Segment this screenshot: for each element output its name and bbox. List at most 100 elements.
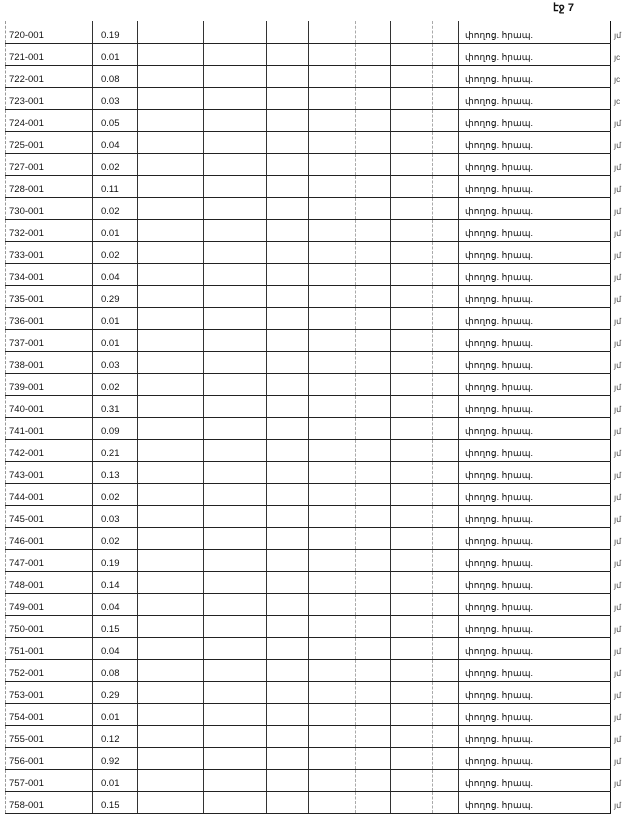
empty-cell: [432, 395, 459, 418]
empty-cell: [137, 549, 204, 572]
parcel-code: 739-001: [5, 373, 93, 396]
empty-cell: [390, 681, 433, 704]
table-row: 747-001 0.19 փողոց. հրապ. յմ: [5, 549, 633, 572]
empty-cell: [266, 681, 309, 704]
empty-cell: [390, 197, 433, 220]
empty-cell: [203, 43, 267, 66]
empty-cell: [137, 527, 204, 550]
empty-cell: [203, 219, 267, 242]
empty-cell: [137, 351, 204, 374]
empty-cell: [432, 219, 459, 242]
empty-cell: [355, 637, 391, 660]
empty-cell: [266, 505, 309, 528]
table-row: 728-001 0.11 փողոց. հրապ. յմ: [5, 175, 633, 198]
land-type: փողոց. հրապ.: [458, 725, 611, 748]
empty-cell: [308, 175, 356, 198]
empty-cell: [137, 769, 204, 792]
empty-cell: [266, 109, 309, 132]
clipped-text: յմ: [610, 373, 633, 395]
parcel-code: 753-001: [5, 681, 93, 704]
empty-cell: [203, 483, 267, 506]
empty-cell: [308, 21, 356, 44]
parcel-code: 738-001: [5, 351, 93, 374]
empty-cell: [355, 131, 391, 154]
empty-cell: [390, 87, 433, 110]
parcel-code: 756-001: [5, 747, 93, 770]
parcel-code: 742-001: [5, 439, 93, 462]
table-row: 754-001 0.01 փողոց. հրապ. յմ: [5, 703, 633, 726]
empty-cell: [308, 241, 356, 264]
empty-cell: [203, 285, 267, 308]
empty-cell: [432, 43, 459, 66]
land-type: փողոց. հրապ.: [458, 615, 611, 638]
empty-cell: [432, 791, 459, 814]
empty-cell: [266, 373, 309, 396]
land-type: փողոց. հրապ.: [458, 461, 611, 484]
empty-cell: [308, 197, 356, 220]
empty-cell: [432, 703, 459, 726]
empty-cell: [390, 461, 433, 484]
empty-cell: [355, 21, 391, 44]
clipped-text: յմ: [610, 307, 633, 329]
empty-cell: [137, 65, 204, 88]
table-row: 743-001 0.13 փողոց. հրապ. յմ: [5, 461, 633, 484]
empty-cell: [390, 769, 433, 792]
empty-cell: [390, 593, 433, 616]
empty-cell: [266, 571, 309, 594]
empty-cell: [308, 725, 356, 748]
empty-cell: [432, 615, 459, 638]
empty-cell: [308, 439, 356, 462]
parcel-code: 725-001: [5, 131, 93, 154]
empty-cell: [355, 285, 391, 308]
empty-cell: [203, 615, 267, 638]
empty-cell: [266, 197, 309, 220]
empty-cell: [203, 373, 267, 396]
empty-cell: [266, 703, 309, 726]
area-value: 0.09: [92, 417, 138, 440]
area-value: 0.29: [92, 681, 138, 704]
parcel-code: 745-001: [5, 505, 93, 528]
land-type: փողոց. հրապ.: [458, 505, 611, 528]
empty-cell: [355, 373, 391, 396]
land-type: փողոց. հրապ.: [458, 285, 611, 308]
empty-cell: [308, 263, 356, 286]
empty-cell: [390, 43, 433, 66]
empty-cell: [266, 417, 309, 440]
clipped-text: յմ: [610, 791, 633, 813]
parcel-code: 733-001: [5, 241, 93, 264]
area-value: 0.02: [92, 241, 138, 264]
empty-cell: [266, 439, 309, 462]
area-value: 0.15: [92, 791, 138, 814]
parcel-code: 727-001: [5, 153, 93, 176]
empty-cell: [137, 571, 204, 594]
empty-cell: [308, 637, 356, 660]
area-value: 0.92: [92, 747, 138, 770]
parcel-code: 730-001: [5, 197, 93, 220]
land-type: փողոց. հրապ.: [458, 263, 611, 286]
empty-cell: [390, 791, 433, 814]
empty-cell: [355, 659, 391, 682]
empty-cell: [137, 637, 204, 660]
parcel-code: 728-001: [5, 175, 93, 198]
clipped-text: յմ: [610, 439, 633, 461]
land-type: փողոց. հրապ.: [458, 43, 611, 66]
empty-cell: [266, 483, 309, 506]
empty-cell: [432, 417, 459, 440]
empty-cell: [308, 351, 356, 374]
empty-cell: [308, 219, 356, 242]
parcel-code: 752-001: [5, 659, 93, 682]
empty-cell: [390, 571, 433, 594]
empty-cell: [355, 571, 391, 594]
area-value: 0.04: [92, 263, 138, 286]
clipped-text: յմ: [610, 571, 633, 593]
land-type: փողոց. հրապ.: [458, 527, 611, 550]
empty-cell: [308, 769, 356, 792]
parcel-code: 735-001: [5, 285, 93, 308]
land-type: փողոց. հրապ.: [458, 681, 611, 704]
parcel-code: 723-001: [5, 87, 93, 110]
empty-cell: [355, 351, 391, 374]
area-value: 0.03: [92, 351, 138, 374]
empty-cell: [137, 791, 204, 814]
land-type: փողոց. հրապ.: [458, 483, 611, 506]
empty-cell: [266, 461, 309, 484]
